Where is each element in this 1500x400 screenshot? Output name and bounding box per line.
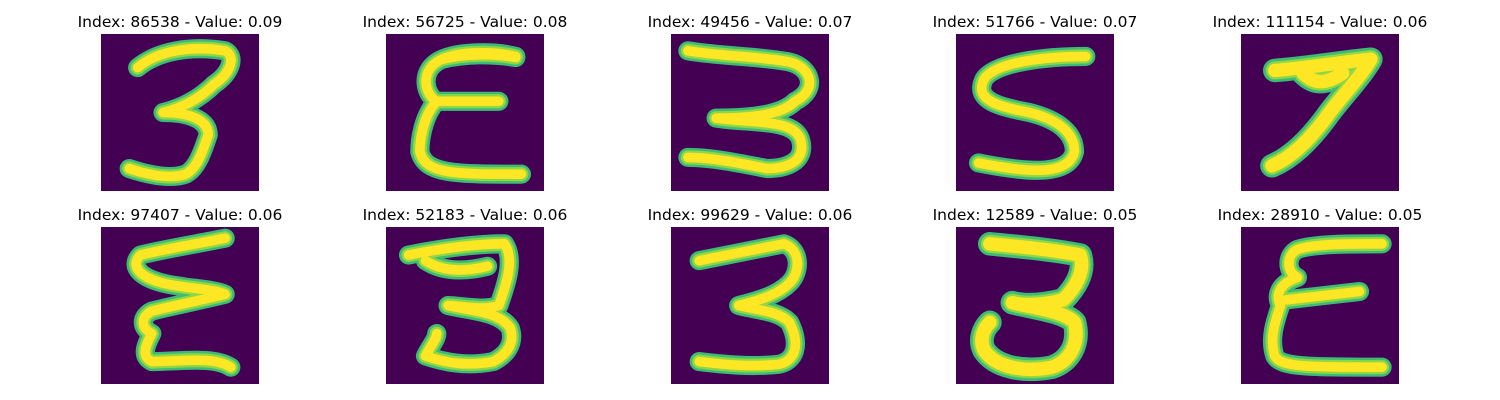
digit-image xyxy=(671,34,829,191)
panel-title: Index: 111154 - Value: 0.06 xyxy=(1212,13,1428,31)
digit-image xyxy=(386,227,544,384)
digit-image xyxy=(671,227,829,384)
panel-title: Index: 49456 - Value: 0.07 xyxy=(647,13,853,31)
panel-title: Index: 52183 - Value: 0.06 xyxy=(362,206,568,224)
digit-image xyxy=(956,34,1114,191)
panel-title: Index: 99629 - Value: 0.06 xyxy=(647,206,853,224)
digit-image xyxy=(956,227,1114,384)
panel-title: Index: 86538 - Value: 0.09 xyxy=(77,13,283,31)
panel-title: Index: 12589 - Value: 0.05 xyxy=(932,206,1138,224)
panel-title: Index: 56725 - Value: 0.08 xyxy=(362,13,568,31)
digit-image xyxy=(101,34,259,191)
panel-title: Index: 97407 - Value: 0.06 xyxy=(77,206,283,224)
panel-title: Index: 51766 - Value: 0.07 xyxy=(932,13,1138,31)
digit-image xyxy=(101,227,259,384)
digit-image xyxy=(386,34,544,191)
digit-image xyxy=(1241,34,1399,191)
digit-image xyxy=(1241,227,1399,384)
panel-title: Index: 28910 - Value: 0.05 xyxy=(1217,206,1423,224)
